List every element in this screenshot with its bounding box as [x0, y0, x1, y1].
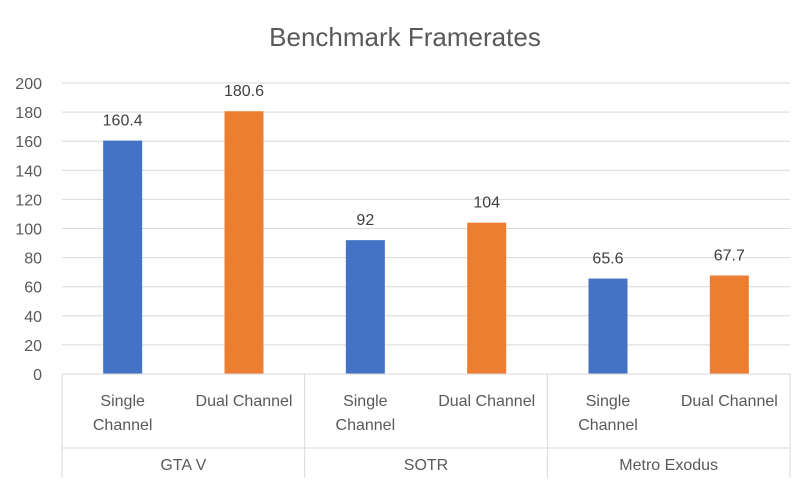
y-tick-label: 100 — [15, 222, 42, 239]
bar — [345, 240, 385, 374]
data-label: 180.6 — [224, 83, 264, 100]
x-category-label: Channel — [336, 417, 396, 434]
bar — [103, 140, 143, 374]
y-tick-label: 80 — [24, 251, 42, 268]
y-tick-label: 160 — [15, 134, 42, 151]
y-tick-label: 20 — [24, 338, 42, 355]
x-axis: Single Channel Dual Channel GTA V Single Chan… — [61, 373, 791, 478]
data-label: 160.4 — [103, 113, 143, 130]
data-labels: 160.4 180.6 92 104 65.6 67.7 — [103, 83, 745, 267]
y-tick-label: 180 — [15, 105, 42, 122]
bar — [224, 111, 264, 375]
x-category-label: Dual Channel — [438, 393, 535, 410]
bar — [467, 222, 507, 374]
x-category-label: Dual Channel — [196, 393, 293, 410]
y-tick-label: 140 — [15, 163, 42, 180]
y-tick-label: 120 — [15, 192, 42, 209]
x-category-label: Channel — [578, 417, 638, 434]
x-group-label: SOTR — [404, 457, 448, 474]
chart-title: Benchmark Framerates — [269, 22, 541, 52]
data-label: 104 — [473, 195, 500, 212]
x-category-label: Single — [343, 393, 388, 410]
y-axis: 0 20 40 60 80 100 120 140 160 180 200 — [15, 76, 42, 384]
gridlines — [62, 82, 790, 375]
y-tick-label: 0 — [33, 367, 42, 384]
x-category-label: Single — [100, 393, 145, 410]
x-category-label: Single — [586, 393, 631, 410]
x-category-label: Dual Channel — [681, 393, 778, 410]
data-label: 92 — [356, 212, 374, 229]
bars — [103, 111, 749, 375]
y-tick-label: 200 — [15, 76, 42, 93]
y-tick-label: 60 — [24, 280, 42, 297]
data-label: 65.6 — [592, 251, 623, 268]
x-group-label: GTA V — [160, 457, 206, 474]
x-category-label: Channel — [93, 417, 153, 434]
bar — [709, 275, 749, 374]
y-tick-label: 40 — [24, 309, 42, 326]
x-group-label: Metro Exodus — [619, 457, 718, 474]
bar — [588, 278, 628, 374]
data-label: 67.7 — [714, 247, 745, 264]
